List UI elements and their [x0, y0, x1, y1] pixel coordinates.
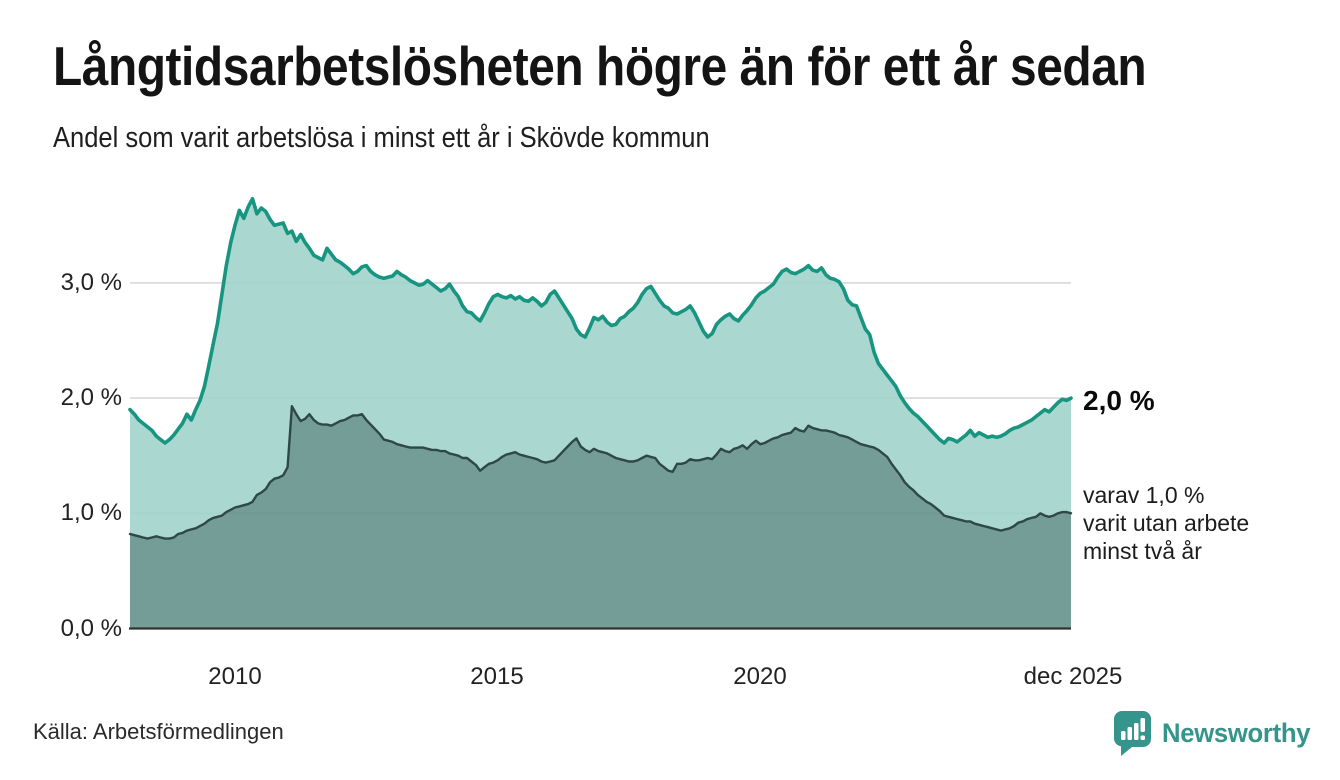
- series-total-line: [128, 197, 1073, 445]
- page-title: Långtidsarbetslösheten högre än för ett …: [53, 35, 1147, 97]
- latest-value-label: 2,0 %: [1083, 385, 1155, 416]
- newsworthy-logo: Newsworthy: [1113, 710, 1318, 756]
- y-tick-0: 0,0 %: [60, 615, 122, 642]
- two-year-annotation: varav 1,0 % varit utan arbete minst två …: [1083, 481, 1249, 565]
- newsworthy-speech-bubble-bar-chart-icon: [1113, 710, 1153, 756]
- two-year-annotation-line1: varav 1,0 %: [1083, 482, 1205, 508]
- source-note: Källa: Arbetsförmedlingen: [33, 719, 284, 744]
- newsworthy-logo-text: Newsworthy: [1162, 717, 1311, 748]
- y-tick-1: 1,0 %: [60, 499, 122, 526]
- y-tick-3: 3,0 %: [60, 269, 122, 296]
- series-two-year-area: [130, 406, 1071, 629]
- two-year-annotation-line3: minst två år: [1083, 538, 1202, 564]
- x-tick-2015: 2015: [470, 663, 524, 690]
- x-tick-2010: 2010: [208, 663, 262, 690]
- two-year-annotation-line2: varit utan arbete: [1083, 510, 1250, 536]
- page-subtitle: Andel som varit arbetslösa i minst ett å…: [53, 122, 710, 154]
- series-total-area: [130, 198, 1071, 539]
- x-tick-dec-2025: dec 2025: [1023, 663, 1123, 690]
- y-tick-2: 2,0 %: [60, 384, 122, 411]
- series-two-year-line: [128, 405, 1073, 540]
- x-tick-2020: 2020: [733, 663, 787, 690]
